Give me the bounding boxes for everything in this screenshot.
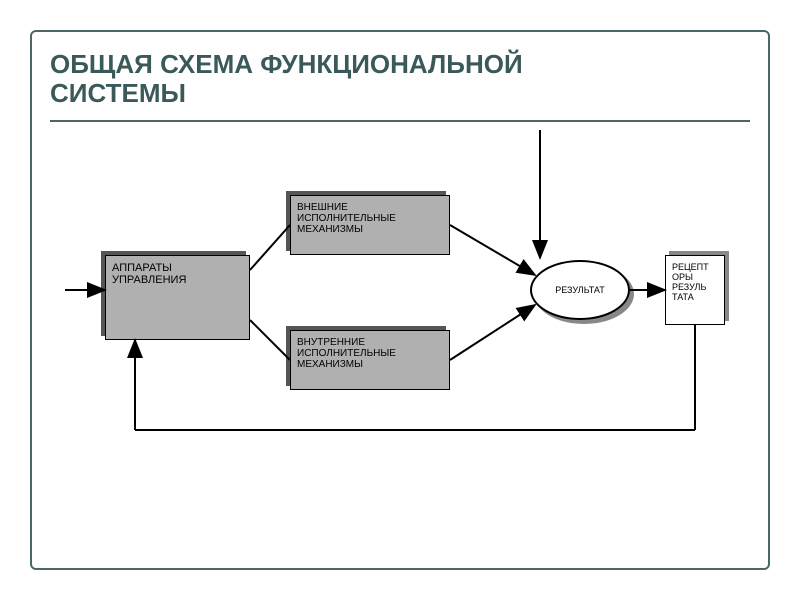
internal-box: ВНУТРЕННИЕИСПОЛНИТЕЛЬНЫЕМЕХАНИЗМЫ (290, 330, 450, 390)
result-ellipse: РЕЗУЛЬТАТ (530, 260, 630, 320)
control-box: АППАРАТЫУПРАВЛЕНИЯ (105, 255, 250, 340)
external-box: ВНЕШНИЕИСПОЛНИТЕЛЬНЫЕМЕХАНИЗМЫ (290, 195, 450, 255)
receptors-box: РЕЦЕПТОРЫРЕЗУЛЬТАТА (665, 255, 725, 325)
diagram-canvas: АППАРАТЫУПРАВЛЕНИЯ ВНЕШНИЕИСПОЛНИТЕЛЬНЫЕМ… (0, 0, 800, 600)
